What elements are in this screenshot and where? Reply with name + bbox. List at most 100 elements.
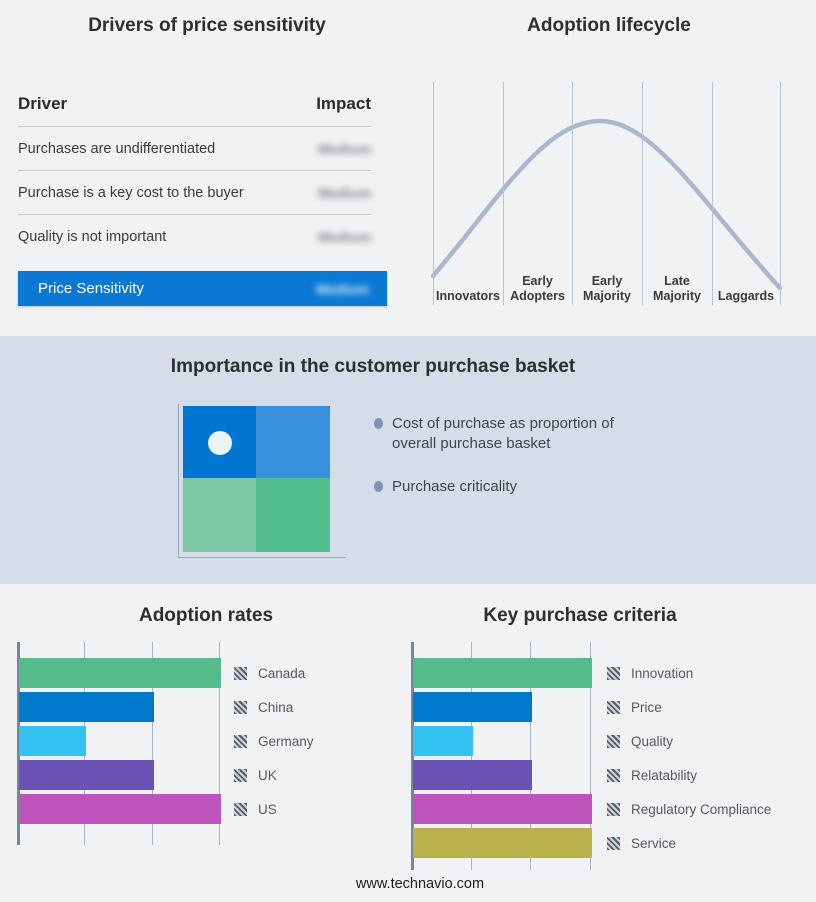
bar-innovation xyxy=(413,658,592,688)
table-row: Quality is not important Medium xyxy=(18,215,371,258)
quadrant-bottom-right xyxy=(256,478,330,552)
bell-curve-line xyxy=(430,118,783,291)
table-row: Purchases are undifferentiated Medium xyxy=(18,127,371,171)
bar-us xyxy=(19,794,221,824)
stage-divider-line xyxy=(712,82,713,305)
gridline xyxy=(530,642,532,870)
bar-regulatory-compliance xyxy=(413,794,592,824)
bar-canada xyxy=(19,658,221,688)
impact-cell-blurred: Medium xyxy=(318,184,371,201)
quadrant-top-right xyxy=(256,406,330,478)
bar-service xyxy=(413,828,592,858)
legend-item: China xyxy=(234,700,293,715)
column-header-driver: Driver xyxy=(18,94,68,113)
adoption-rates-plot xyxy=(17,642,221,845)
bullet-icon xyxy=(374,481,383,493)
table-row: Purchase is a key cost to the buyer Mediu… xyxy=(18,171,371,215)
stage-divider-line xyxy=(433,82,434,305)
legend-label: Service xyxy=(631,836,677,851)
bar-relatability xyxy=(413,760,533,790)
stage-divider-line xyxy=(780,82,781,305)
gridline xyxy=(590,642,591,870)
bar-uk xyxy=(19,760,154,790)
legend-label: Quality xyxy=(631,734,674,749)
price-sensitivity-summary-row: Price Sensitivity Medium xyxy=(18,271,387,306)
stage-label: Early Majority xyxy=(583,273,631,303)
lifecycle-chart: Innovators Early Adopters Early Majority La… xyxy=(408,82,808,305)
stage-label: Late Majority xyxy=(653,273,701,303)
bullet-text: Cost of purchase as proportion of overal… xyxy=(392,415,614,453)
bullet-icon xyxy=(374,418,383,429)
stage-label: Early Adopters xyxy=(510,273,565,303)
position-marker-dot xyxy=(208,431,232,455)
bullet-text: Purchase criticality xyxy=(392,478,518,496)
legend-hatch-swatch xyxy=(234,735,247,748)
gridline xyxy=(470,642,472,870)
stage-divider-line xyxy=(503,82,504,305)
legend-item: US xyxy=(234,802,277,817)
stage-label: Laggards xyxy=(717,288,775,303)
legend-item: UK xyxy=(234,768,277,783)
legend-label: Germany xyxy=(258,734,314,749)
legend-label: UK xyxy=(258,768,277,783)
legend-item: Canada xyxy=(234,666,305,681)
lifecycle-title: Adoption lifecycle xyxy=(527,15,691,36)
legend-hatch-swatch xyxy=(607,837,620,850)
stage-divider-line xyxy=(642,82,643,305)
stage-label: Innovators xyxy=(436,288,500,303)
legend-item: Relatability xyxy=(607,768,697,783)
legend-item: Regulatory Compliance xyxy=(607,802,771,817)
legend-label: Relatability xyxy=(631,768,698,783)
adoption-rates-title: Adoption rates xyxy=(138,605,274,626)
bar-quality xyxy=(413,726,473,756)
driver-cell: Quality is not important xyxy=(18,228,167,245)
legend-item: Service xyxy=(607,836,676,851)
legend-item: Quality xyxy=(607,734,673,749)
bullet-item: Cost of purchase as proportion of overal… xyxy=(374,414,637,454)
legend-hatch-swatch xyxy=(234,667,247,680)
bar-china xyxy=(19,692,154,722)
matrix-y-axis xyxy=(178,404,179,558)
price-sensitivity-impact-blurred: Medium xyxy=(316,280,369,297)
legend-label: Regulatory Compliance xyxy=(631,802,772,817)
column-header-impact: Impact xyxy=(316,94,371,113)
adoption-curve xyxy=(430,118,783,291)
purchase-basket-section: Importance in the customer purchase bask… xyxy=(0,336,816,584)
gridline xyxy=(151,642,153,845)
impact-cell-blurred: Medium xyxy=(318,140,371,157)
legend-label: Canada xyxy=(258,666,306,681)
legend-label: Innovation xyxy=(631,666,694,681)
legend-hatch-swatch xyxy=(234,701,247,714)
legend-label: Price xyxy=(631,700,662,715)
driver-cell: Purchase is a key cost to the buyer xyxy=(18,184,244,201)
driver-cell: Purchases are undifferentiated xyxy=(18,140,216,157)
legend-label: US xyxy=(258,802,277,817)
quadrant-matrix xyxy=(183,406,330,552)
legend-hatch-swatch xyxy=(607,701,620,714)
bullet-item: Purchase criticality xyxy=(374,477,637,497)
quadrant-bottom-left xyxy=(183,478,256,552)
drivers-table: Driver Impact Purchases are undifferenti… xyxy=(18,93,371,258)
legend-hatch-swatch xyxy=(607,735,620,748)
key-purchase-criteria-title: Key purchase criteria xyxy=(483,605,677,626)
website-url: www.technavio.com xyxy=(355,876,485,892)
bar-price xyxy=(413,692,533,722)
legend-hatch-swatch xyxy=(607,803,620,816)
drivers-title: Drivers of price sensitivity xyxy=(88,15,326,36)
key-purchase-criteria-plot xyxy=(411,642,592,870)
legend-hatch-swatch xyxy=(607,667,620,680)
legend-item: Innovation xyxy=(607,666,693,681)
table-body: Purchases are undifferentiated Medium Purc… xyxy=(18,127,371,258)
legend-hatch-swatch xyxy=(607,769,620,782)
stage-divider-line xyxy=(572,82,573,305)
matrix-x-axis xyxy=(178,557,346,558)
basket-title: Importance in the customer purchase bask… xyxy=(170,356,576,377)
legend-hatch-swatch xyxy=(234,803,247,816)
price-sensitivity-label: Price Sensitivity xyxy=(38,280,144,297)
legend-label: China xyxy=(258,700,294,715)
table-header-row: Driver Impact xyxy=(18,93,371,127)
bar-germany xyxy=(19,726,87,756)
gridline xyxy=(219,642,220,845)
legend-item: Price xyxy=(607,700,662,715)
